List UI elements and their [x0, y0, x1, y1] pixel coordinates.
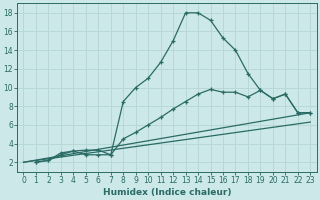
X-axis label: Humidex (Indice chaleur): Humidex (Indice chaleur): [103, 188, 231, 197]
